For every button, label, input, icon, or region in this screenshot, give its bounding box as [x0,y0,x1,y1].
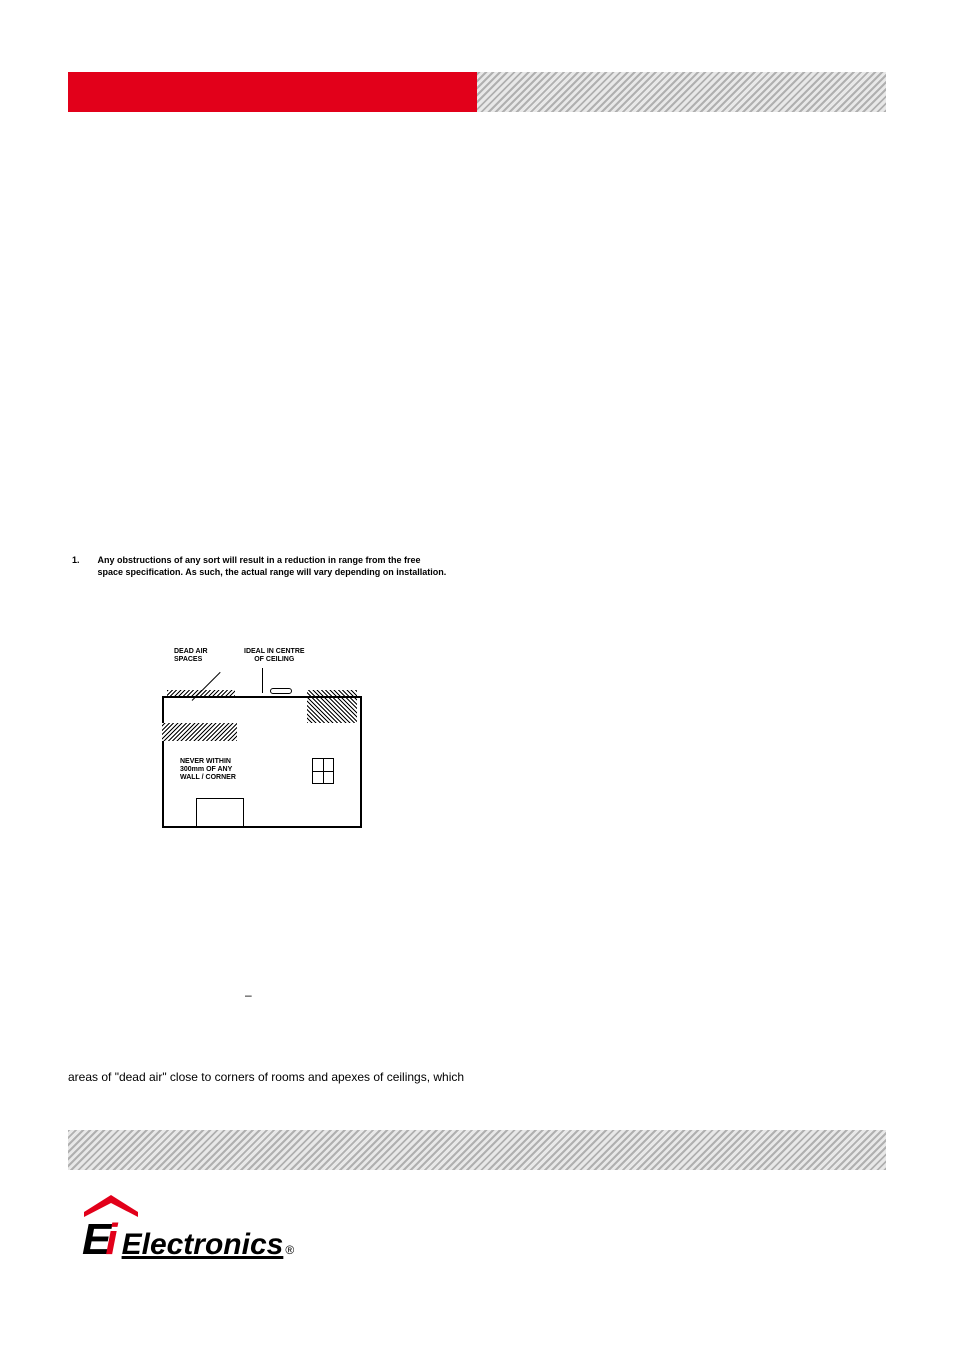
content-area: 1. Any obstructions of any sort will res… [72,555,886,843]
header-bar [68,72,886,112]
arrow-top [262,668,287,693]
logo-registered-symbol: ® [285,1243,294,1257]
window-icon [312,758,334,784]
label-never-within: NEVER WITHIN300mm OF ANYWALL / CORNER [180,758,236,781]
ceiling-shaded-zone [307,690,357,723]
footnote-text: Any obstructions of any sort will result… [98,555,448,578]
diagram-container: DEAD AIRSPACES IDEAL IN CENTREOF CEILING… [162,648,886,843]
wall-left [162,696,164,826]
header-hatched-section [477,72,886,112]
header-red-section [68,72,477,112]
label-dead-air: DEAD AIRSPACES [174,648,208,663]
arrow-diagonal [192,700,232,740]
wall-right [360,696,362,826]
floor-line [162,826,362,828]
footer-bar [68,1130,886,1170]
logo-word-electronics: Electronics [122,1228,284,1262]
placement-diagram: DEAD AIRSPACES IDEAL IN CENTREOF CEILING… [162,648,362,843]
logo-letter-i: i [105,1215,115,1265]
body-paragraph: areas of "dead air" close to corners of … [68,1070,464,1084]
logo-text: E i Electronics ® [82,1215,294,1265]
doorway-icon [196,798,244,826]
footnote-number: 1. [72,555,80,578]
dash-text: – [245,988,252,1002]
label-ideal-centre: IDEAL IN CENTREOF CEILING [244,648,305,663]
ei-electronics-logo: E i Electronics ® [82,1195,312,1263]
footnote: 1. Any obstructions of any sort will res… [72,555,886,578]
